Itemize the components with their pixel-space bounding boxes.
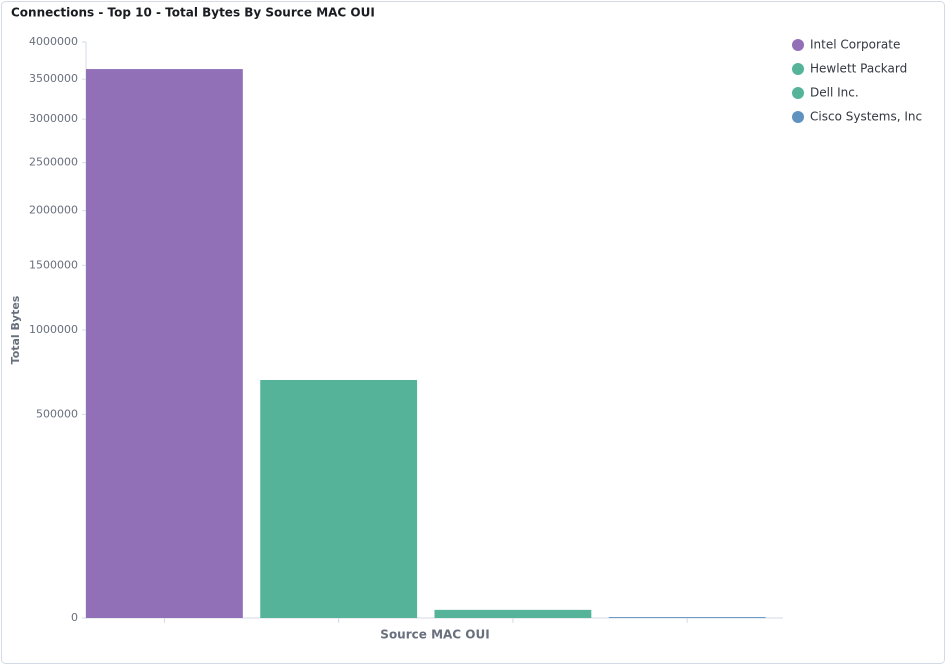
legend-swatch [792,63,804,75]
y-axis-label: Total Bytes [9,295,22,364]
legend-label: Dell Inc. [810,86,859,100]
y-tick-label: 0 [71,611,78,624]
legend-label: Intel Corporate [810,38,900,52]
legend-swatch [792,111,804,123]
y-tick-label: 3000000 [29,112,78,125]
legend-label: Cisco Systems, Inc [810,110,922,124]
y-tick-label: 4000000 [29,35,78,48]
y-tick-label: 1500000 [29,258,78,271]
bar [86,69,243,618]
y-tick-label: 2000000 [29,204,78,217]
legend-label: Hewlett Packard [810,62,907,76]
y-tick-label: 1000000 [29,323,78,336]
y-tick-label: 3500000 [29,72,78,85]
legend-swatch [792,39,804,51]
x-axis-label: Source MAC OUI [380,628,489,642]
y-tick-label: 500000 [36,407,78,420]
bar [260,379,418,618]
bar [434,609,592,618]
chart-title: Connections - Top 10 - Total Bytes By So… [11,6,375,20]
bar [608,617,766,618]
y-tick-label: 2500000 [29,156,78,169]
legend-swatch [792,87,804,99]
